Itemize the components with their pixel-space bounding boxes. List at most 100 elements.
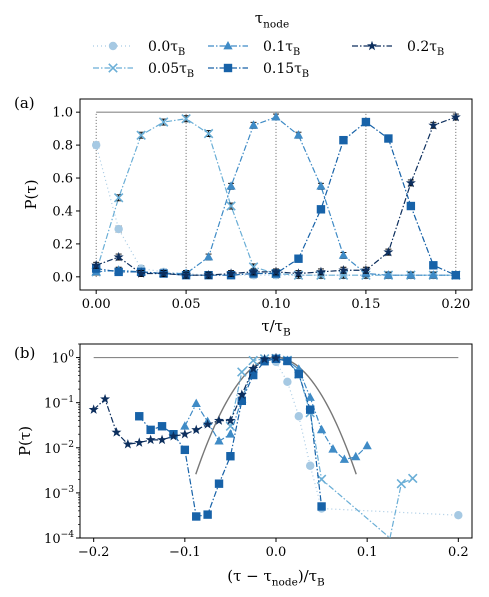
- data-point: [338, 270, 349, 280]
- data-point: [158, 268, 169, 278]
- series-line: [184, 357, 368, 461]
- xtick-label-b: 0.1: [357, 545, 378, 560]
- data-point: [428, 120, 439, 130]
- data-point: [226, 268, 237, 278]
- data-point: [248, 120, 259, 129]
- data-point: [214, 479, 224, 488]
- data-point: [248, 363, 259, 373]
- legend-label: 0.15τB: [263, 61, 309, 80]
- data-point: [248, 355, 258, 366]
- data-point: [191, 424, 202, 435]
- legend: τnode 0.0τB 0.05τB 0.1τB 0.15τB 0.2τB: [93, 9, 444, 80]
- panel-b: −0.2 −0.1 0.0 0.1 0.2 100 10−1 10−2 10−3 10−4 (τ −…: [14, 343, 473, 589]
- data-point: [362, 440, 372, 450]
- legend-label: 0.1τB: [263, 39, 300, 58]
- series-line: [275, 361, 459, 516]
- data-point: [384, 134, 393, 143]
- data-point: [136, 268, 147, 278]
- data-point: [305, 461, 315, 470]
- xlabel-b: (τ − τnode)/τB: [227, 567, 325, 589]
- xtick-label-b: −0.1: [169, 545, 201, 560]
- data-point: [338, 264, 349, 275]
- legend-marker: [223, 40, 233, 50]
- series-line: [95, 118, 456, 276]
- panel-label-a: (a): [14, 94, 35, 112]
- series-b-0-1-b: [180, 353, 372, 463]
- data-point: [294, 369, 303, 379]
- plot-content-b: [88, 352, 463, 538]
- series-b-0-2-b: [88, 352, 281, 449]
- data-point: [113, 193, 124, 203]
- data-point: [293, 268, 304, 278]
- data-point: [406, 270, 416, 279]
- data-point: [237, 396, 247, 406]
- data-point: [226, 181, 236, 190]
- legend-label: 0.05τB: [148, 61, 194, 80]
- data-point: [113, 251, 124, 262]
- series-line: [95, 116, 457, 276]
- xtick-label-a: 0.00: [82, 297, 111, 312]
- data-point: [179, 428, 190, 439]
- data-point: [181, 269, 192, 280]
- legend-entry-0-15-b: 0.15τB: [208, 61, 309, 80]
- data-point: [315, 266, 326, 277]
- legend-entry-0-2-b: 0.2τB: [352, 39, 444, 58]
- data-point: [450, 111, 461, 122]
- data-point: [316, 474, 327, 485]
- data-point: [316, 205, 326, 214]
- data-point: [293, 130, 304, 139]
- data-point: [122, 438, 133, 449]
- legend-label: 0.0τB: [148, 39, 185, 58]
- data-point: [136, 130, 146, 140]
- data-point: [407, 473, 418, 484]
- data-point: [360, 264, 371, 275]
- series-b-0-0-b: [271, 357, 463, 520]
- data-point: [146, 425, 155, 435]
- data-point: [451, 270, 461, 280]
- data-point: [111, 427, 122, 437]
- series-a-0-05-b: [91, 113, 461, 280]
- data-point: [91, 140, 101, 150]
- legend-entry-0-05-b: 0.05τB: [93, 61, 194, 80]
- data-point: [406, 201, 416, 211]
- data-point: [225, 415, 236, 425]
- series-line: [93, 357, 277, 445]
- data-point: [203, 252, 214, 261]
- data-point: [283, 356, 292, 366]
- series-line: [96, 116, 456, 276]
- data-point: [316, 181, 326, 190]
- legend-marker: [367, 40, 377, 51]
- data-point: [428, 270, 438, 279]
- data-point: [180, 445, 190, 455]
- data-point: [271, 112, 281, 121]
- data-point: [305, 405, 315, 414]
- data-point: [226, 201, 236, 211]
- data-point: [339, 135, 348, 145]
- data-point: [214, 415, 225, 425]
- ytick-label-a: 0.0: [52, 270, 73, 285]
- data-point: [271, 266, 281, 277]
- legend-marker: [108, 41, 118, 51]
- xtick-label-b: −0.2: [78, 545, 110, 560]
- legend-marker: [223, 63, 233, 73]
- data-point: [361, 117, 371, 127]
- data-point: [396, 478, 407, 489]
- data-point: [135, 412, 144, 421]
- ytick-label-b: 10−3: [44, 485, 74, 502]
- legend-label: 0.2τB: [407, 39, 444, 58]
- xtick-label-b: 0.2: [448, 545, 469, 560]
- data-point: [249, 370, 258, 380]
- data-point: [202, 419, 213, 429]
- ytick-label-a: 0.6: [52, 172, 73, 187]
- data-point: [405, 177, 416, 188]
- data-point: [114, 224, 123, 234]
- data-point: [305, 392, 315, 401]
- ytick-label-a: 0.8: [52, 139, 73, 154]
- data-point: [114, 267, 123, 277]
- legend-marker: [108, 63, 118, 73]
- ytick-label-b: 100: [52, 350, 75, 367]
- data-point: [157, 422, 167, 431]
- data-point: [191, 398, 201, 408]
- ytick-label-a: 1.0: [52, 106, 73, 121]
- data-point: [91, 260, 102, 270]
